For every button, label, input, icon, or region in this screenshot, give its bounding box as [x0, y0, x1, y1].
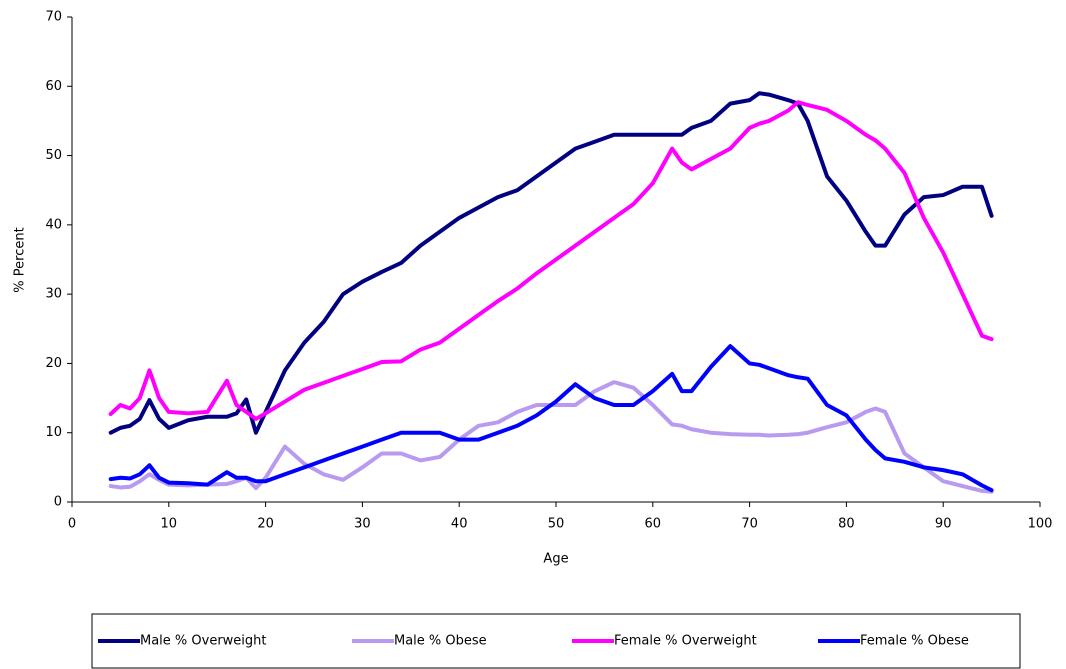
- x-tick-label: 70: [741, 517, 758, 532]
- x-tick-label: 80: [838, 517, 855, 532]
- legend-label: Male % Obese: [394, 634, 487, 649]
- x-tick-label: 0: [68, 517, 76, 532]
- x-tick-label: 100: [1028, 517, 1053, 532]
- legend-label: Male % Overweight: [140, 634, 267, 649]
- y-tick-label: 70: [45, 10, 62, 25]
- x-tick-label: 60: [645, 517, 662, 532]
- x-tick-label: 20: [257, 517, 274, 532]
- legend-box: [91, 613, 1021, 669]
- series-line: [108, 91, 994, 435]
- x-axis-label: Age: [543, 552, 568, 567]
- y-tick-label: 60: [45, 79, 62, 94]
- x-tick-label: 40: [451, 517, 468, 532]
- x-tick-label: 10: [161, 517, 178, 532]
- y-tick-label: 20: [45, 356, 62, 371]
- x-tick-label: 30: [354, 517, 371, 532]
- y-tick-label: 10: [45, 425, 62, 440]
- series-line: [108, 380, 994, 494]
- legend-label: Female % Obese: [860, 634, 969, 649]
- x-tick-label: 50: [548, 517, 565, 532]
- y-tick-label: 40: [45, 217, 62, 232]
- x-tick-label: 90: [935, 517, 952, 532]
- y-tick-label: 0: [54, 495, 62, 510]
- y-tick-label: 30: [45, 287, 62, 302]
- y-axis-label: % Percent: [13, 227, 28, 292]
- legend-label: Female % Overweight: [614, 634, 757, 649]
- series-line: [108, 100, 994, 421]
- series-line: [108, 344, 994, 493]
- y-tick-label: 50: [45, 148, 62, 163]
